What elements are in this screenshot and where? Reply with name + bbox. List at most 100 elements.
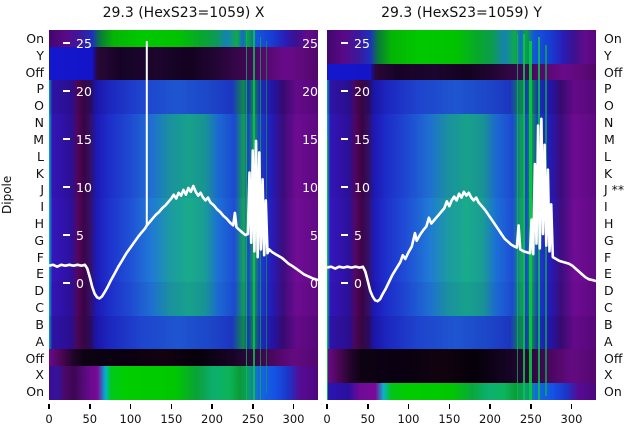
y-tick-mark <box>341 234 348 236</box>
heatmap-row-b <box>327 315 596 333</box>
heatmap-row-a <box>327 332 596 350</box>
dipole-row-labels-right: On Y Off P O N M L K J ** I H G F E D C B A Off X On <box>604 30 640 400</box>
x-axis-left: 0 50 100 150 200 250 300 <box>45 400 318 436</box>
y-tick-mark <box>341 186 348 188</box>
heatmap-row-m <box>49 130 318 148</box>
row-label-right: On <box>604 30 622 46</box>
y-tick-value: 5 <box>76 227 84 243</box>
y-tick-value: 0 <box>76 275 84 291</box>
x-tick-label: 250 <box>241 412 264 426</box>
heatmap-row-p <box>327 80 596 98</box>
heatmap-row-l <box>327 147 596 165</box>
heatmap-row-d <box>327 282 596 299</box>
y-tick-value: 10 <box>76 179 92 195</box>
heatmap-row-k <box>327 164 596 182</box>
row-label-left: Off <box>25 350 44 366</box>
row-label-right: X <box>604 367 613 383</box>
x-tick <box>292 404 295 409</box>
row-label-left: F <box>36 249 44 265</box>
y-tick-label: 25 <box>63 35 92 51</box>
green-streak <box>245 30 248 400</box>
x-tick-label: 0 <box>45 412 53 426</box>
heatmap-panel-x: 25 25 20 20 15 15 10 10 5 5 0 0 <box>49 30 318 400</box>
row-label-right: Y <box>604 47 612 63</box>
x-tick <box>48 404 50 409</box>
y-tick-label: 25 <box>341 35 370 51</box>
heatmap-row-on <box>49 383 318 400</box>
heatmap-row-h <box>327 214 596 232</box>
heatmap-row-n <box>327 114 596 131</box>
row-label-right: P <box>604 81 612 97</box>
heatmap-row-g <box>327 231 596 249</box>
heatmap-row-c <box>49 299 318 316</box>
x-tick <box>129 404 132 409</box>
y-tick-mark <box>63 138 70 140</box>
x-tick <box>489 404 491 409</box>
x-tick <box>530 404 532 409</box>
x-tick-label: 200 <box>479 412 501 426</box>
x-tick <box>89 404 91 409</box>
y-tick-mark <box>341 42 348 44</box>
y-tick-label: 10 <box>341 179 370 195</box>
row-label-right: A <box>604 333 613 349</box>
signal-trace <box>327 117 596 303</box>
row-label-left: I <box>40 199 44 215</box>
row-label-right: I <box>604 199 608 215</box>
y-tick-value: 20 <box>76 83 92 99</box>
row-label-left: D <box>34 283 44 299</box>
green-streak <box>516 33 518 400</box>
row-label-left: K <box>35 165 44 181</box>
heatmap-row-b <box>49 315 318 333</box>
x-tick-label: 150 <box>438 412 461 426</box>
row-label-left: L <box>37 148 44 164</box>
x-tick-label: 300 <box>560 412 583 426</box>
row-label-left: C <box>35 300 44 315</box>
row-label-left: Y <box>36 47 44 63</box>
heatmap-panel-y: 25 20 15 10 5 0 <box>327 30 596 400</box>
heatmap-row-n <box>49 114 318 131</box>
row-label-right: E <box>604 266 612 282</box>
row-label-right: Off <box>604 64 623 80</box>
row-label-left: J <box>40 182 44 198</box>
y-tick-value: 15 <box>354 131 370 147</box>
heatmap-row-m <box>327 130 596 148</box>
row-label-left: P <box>36 81 44 97</box>
row-label-right: N <box>604 115 614 130</box>
y-tick-label: 15 <box>63 131 92 147</box>
heatmap-row-on <box>327 383 596 400</box>
y-tick-mark <box>63 186 70 188</box>
row-label-right: G <box>604 232 614 248</box>
y-tick-mark <box>63 234 70 236</box>
heatmap-row-on <box>49 30 318 47</box>
row-label-left: O <box>34 98 44 114</box>
heatmap-row-off <box>327 349 596 367</box>
heatmap-row-a <box>49 332 318 350</box>
y-tick-value: 0 <box>354 275 362 291</box>
row-label-right: C <box>604 300 613 315</box>
y-tick-label: 20 <box>63 83 92 99</box>
dipole-row-labels-left: On Y Off P O N M L K J I H G F E D C B A Off X On <box>0 30 44 400</box>
row-label-right: O <box>604 98 614 114</box>
x-tick-label: 100 <box>397 412 420 426</box>
heatmap-row-off <box>327 63 596 81</box>
row-label-right: Off <box>604 350 623 366</box>
y-tick-label: 0 <box>63 275 84 291</box>
x-tick-label: 100 <box>119 412 142 426</box>
x-tick <box>211 404 213 409</box>
row-label-left: G <box>34 232 44 248</box>
signal-trace-svg <box>327 117 596 303</box>
heatmap-row-y <box>327 46 596 64</box>
heatmap-row-on <box>327 30 596 47</box>
y-tick-label-right: 10 <box>302 179 318 195</box>
heatmap-row-o <box>49 97 318 115</box>
row-label-left: M <box>33 131 44 147</box>
row-label-left: A <box>35 333 44 349</box>
signal-trace-svg <box>49 41 318 300</box>
row-label-right: K <box>604 165 613 181</box>
row-label-left: On <box>26 384 44 400</box>
heatmap-row-l <box>49 147 318 165</box>
heatmap-row-f <box>49 248 318 266</box>
y-tick-label: 10 <box>63 179 92 195</box>
row-label-left: On <box>26 30 44 46</box>
heatmap-row-c <box>327 299 596 316</box>
